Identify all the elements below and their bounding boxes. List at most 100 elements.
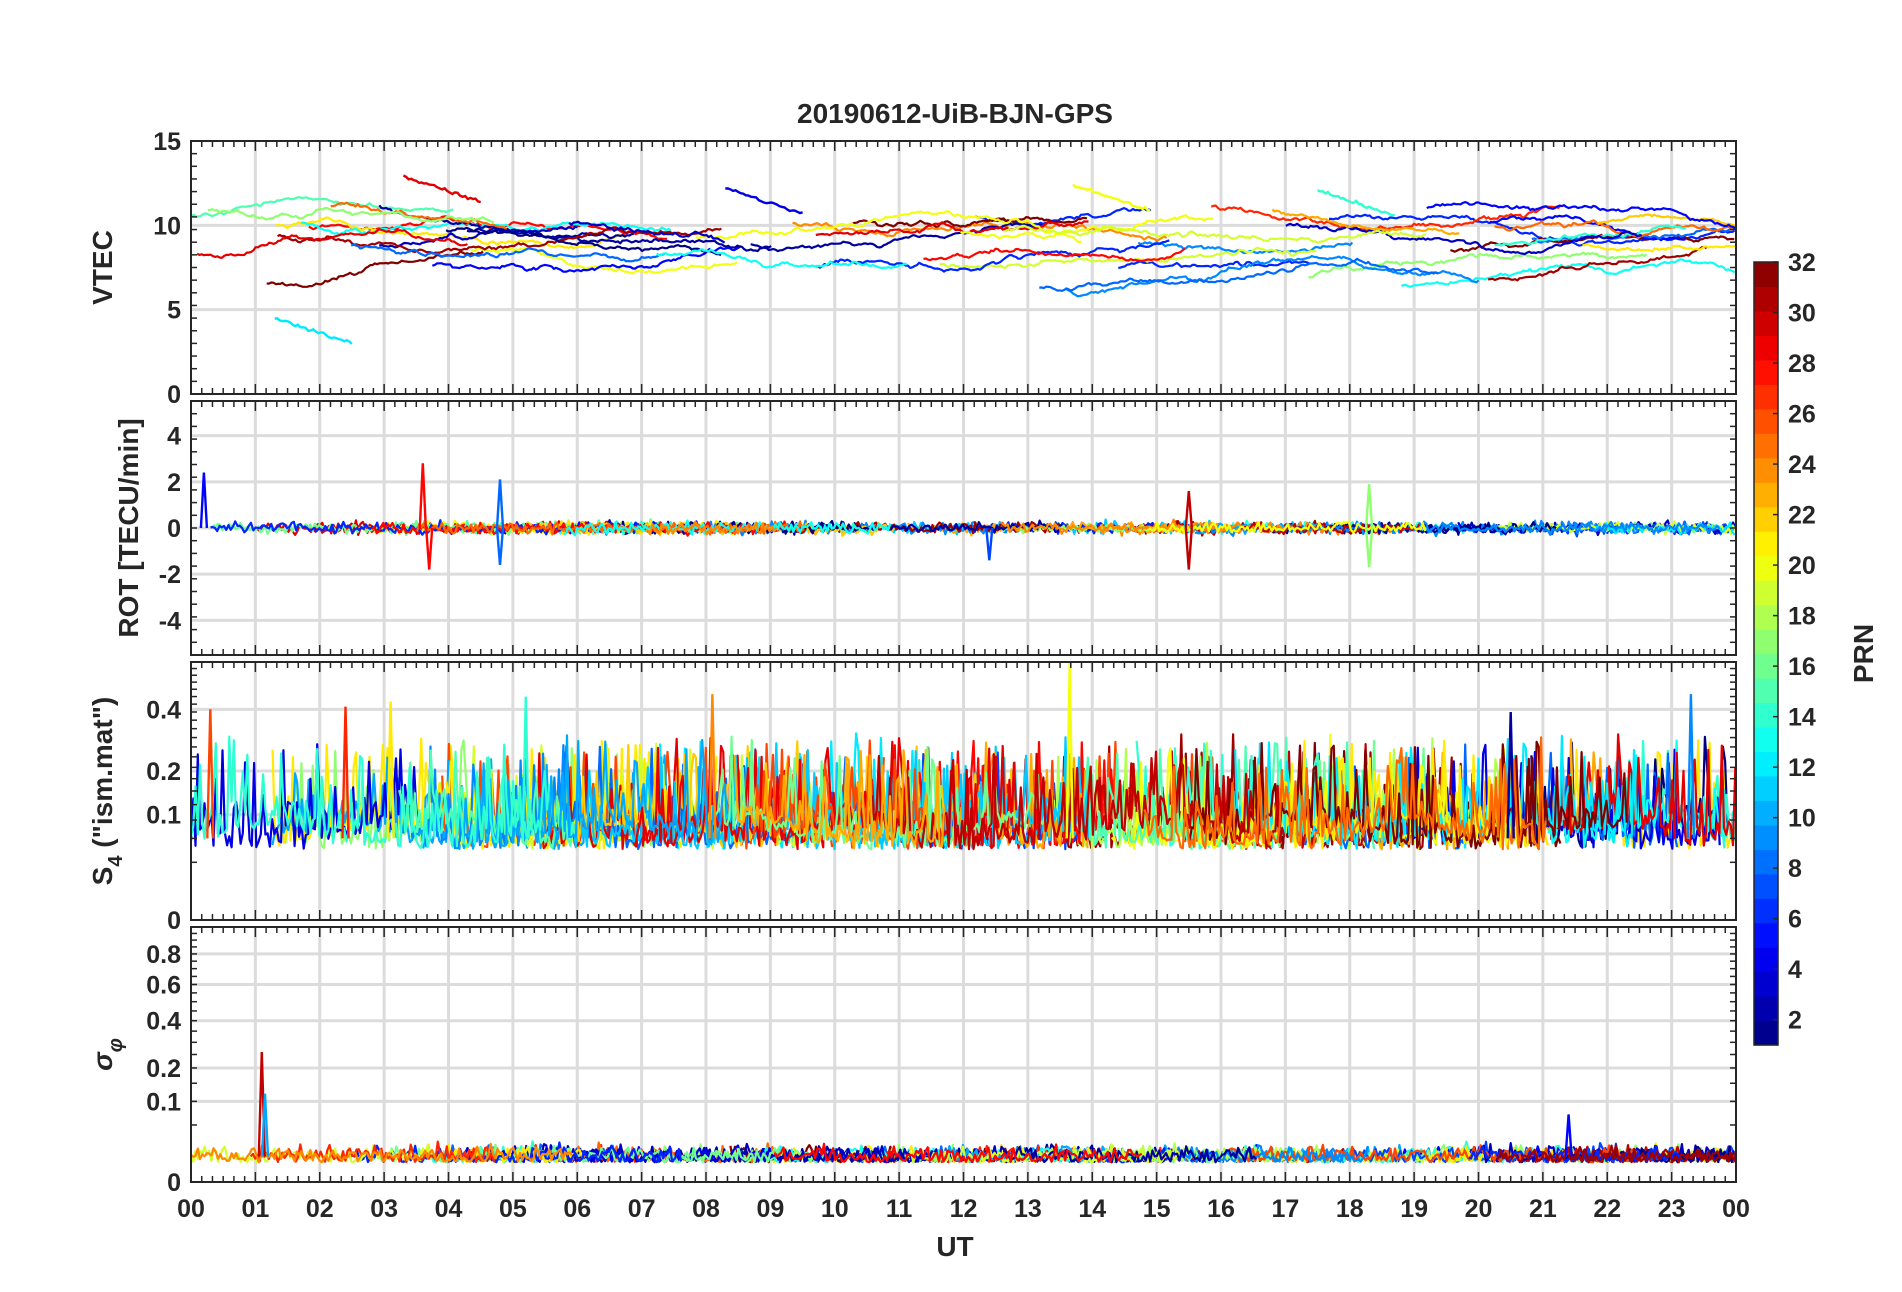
satellite-track [191, 1142, 573, 1164]
satellite-track [445, 226, 722, 257]
satellite-track [379, 225, 578, 249]
colorbar-segment [1754, 775, 1778, 801]
colorbar-label: PRN [1848, 624, 1879, 683]
colorbar-segment [1754, 335, 1778, 361]
satellite-track [1210, 204, 1562, 232]
satellite-track [1147, 520, 1427, 535]
satellite-track [923, 247, 1186, 263]
x-tick-label: 01 [241, 1195, 269, 1223]
x-tick-label: 09 [756, 1195, 784, 1223]
y-axis-label-sub: 4 [105, 855, 127, 867]
satellite-track [645, 520, 778, 536]
satellite-track [432, 245, 742, 273]
colorbar-segment [1754, 800, 1778, 826]
satellite-track [1597, 213, 1736, 227]
panel-data [199, 463, 1736, 570]
y-tick-label: 15 [153, 128, 181, 156]
satellite-track [1285, 222, 1642, 256]
notable-track [1072, 183, 1151, 212]
y-tick-label: 5 [167, 297, 181, 325]
satellite-track [330, 201, 508, 231]
spike-mark [425, 527, 434, 570]
colorbar-tick-label: 8 [1788, 855, 1802, 883]
satellite-track [751, 739, 928, 850]
y-tick-label: 0.2 [146, 758, 181, 786]
satellite-track [196, 228, 468, 259]
x-axis-label: UT [936, 1231, 973, 1262]
colorbar-segment [1754, 824, 1778, 850]
satellite-track [1496, 1144, 1736, 1164]
colorbar-segment [1754, 408, 1778, 434]
x-tick-label: 11 [886, 1195, 913, 1223]
x-tick-label: 19 [1400, 1195, 1428, 1223]
colorbar-tick-label: 22 [1788, 502, 1816, 530]
satellite-track [1143, 736, 1547, 851]
colorbar-tick-label: 4 [1788, 956, 1802, 984]
colorbar-segment [1754, 506, 1778, 532]
colorbar-segment [1754, 1020, 1778, 1046]
y-axis-label-sub: φ [105, 1038, 127, 1052]
colorbar-segment [1754, 947, 1778, 973]
colorbar-segment [1754, 922, 1778, 948]
satellite-track [1271, 208, 1460, 235]
colorbar-segment [1754, 384, 1778, 410]
colorbar-segment [1754, 555, 1778, 581]
satellite-track [815, 220, 1089, 237]
colorbar-tick-label: 26 [1788, 401, 1816, 429]
y-tick-label: 0.4 [146, 696, 181, 724]
satellite-track [466, 227, 772, 253]
spike-mark [260, 1093, 270, 1157]
colorbar-segment [1754, 482, 1778, 508]
colorbar-tick-label: 10 [1788, 805, 1816, 833]
satellite-track [1329, 213, 1736, 247]
satellite-track [191, 196, 454, 218]
x-tick-label: 15 [1143, 1195, 1171, 1223]
satellite-track [1401, 258, 1736, 288]
y-tick-label: 0.1 [146, 1088, 181, 1116]
satellite-track [277, 226, 722, 255]
panel-vtec: 0 5 10 15 VTEC [87, 128, 1737, 409]
spike-mark [1184, 527, 1193, 570]
x-tick-label: 03 [370, 1195, 398, 1223]
colorbar-segment [1754, 751, 1778, 777]
spike-mark [199, 472, 209, 529]
satellite-track [852, 216, 1088, 228]
x-tick-label: 16 [1207, 1195, 1235, 1223]
colorbar-tick-label: 12 [1788, 754, 1816, 782]
colorbar-tick-label: 18 [1788, 603, 1816, 631]
x-tick-label: 18 [1336, 1195, 1364, 1223]
x-tick-label: 02 [306, 1195, 334, 1223]
spike-mark [341, 706, 350, 839]
y-tick-label: 0 [167, 515, 181, 543]
colorbar-segment [1754, 971, 1778, 997]
colorbar-tick-label: 24 [1788, 451, 1816, 479]
x-tick-label: 04 [435, 1195, 463, 1223]
satellite-track [1188, 740, 1628, 850]
colorbar-tick-label: 6 [1788, 906, 1802, 934]
colorbar-segment [1754, 996, 1778, 1022]
satellite-track [1556, 733, 1736, 847]
y-axis-label: σφ [87, 1038, 127, 1071]
satellite-track [398, 749, 576, 849]
panel-rot: 4 2 0 -2 -4 ROT [TECU/min] [113, 400, 1737, 656]
notable-track [725, 187, 803, 215]
colorbar-segment [1754, 262, 1778, 288]
x-tick-label: 20 [1465, 1195, 1493, 1223]
spike-mark [1686, 694, 1696, 839]
satellite-track [191, 735, 551, 849]
satellite-track [1582, 243, 1736, 253]
colorbar-tick-label: 20 [1788, 552, 1816, 580]
spike-mark [1364, 527, 1374, 568]
satellite-track [695, 210, 1082, 244]
y-tick-label: 0.6 [146, 971, 181, 999]
y-axis-label: VTEC [87, 230, 118, 305]
x-tick-label: 13 [1014, 1195, 1042, 1223]
x-tick-label: 06 [563, 1195, 591, 1223]
x-tick-label: 00 [177, 1195, 205, 1223]
satellite-track [1118, 259, 1311, 269]
panel-data [191, 662, 1736, 851]
y-tick-label: 10 [153, 212, 181, 240]
satellite-track [792, 220, 1168, 242]
colorbar-tick-label: 28 [1788, 350, 1816, 378]
